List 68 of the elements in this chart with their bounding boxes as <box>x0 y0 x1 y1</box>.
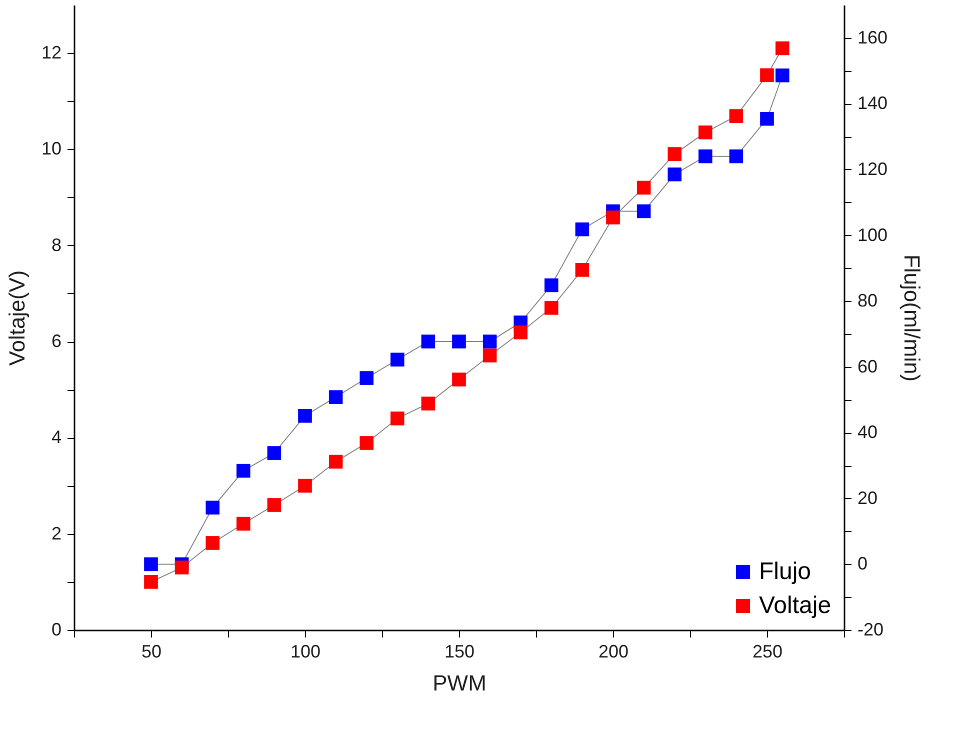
point <box>575 222 590 236</box>
point <box>668 147 682 161</box>
y2-tick-label: 0 <box>858 554 868 574</box>
x-tick-label: 50 <box>141 642 162 662</box>
point <box>206 500 220 515</box>
y-tick-label: 8 <box>51 234 62 255</box>
y2-tick-label: 80 <box>858 290 878 311</box>
point <box>729 109 744 123</box>
point <box>575 263 590 277</box>
point <box>298 408 312 423</box>
y-tick-label: 0 <box>51 620 62 640</box>
x-tick-label: 100 <box>290 642 321 662</box>
y2-tick-label: 100 <box>858 224 888 245</box>
point <box>174 560 189 574</box>
y2-tick-label: 160 <box>858 27 888 48</box>
x-tick-label: 250 <box>752 642 783 662</box>
point <box>482 334 497 348</box>
legend-label: Voltaje <box>759 592 832 619</box>
y-tick-label: 10 <box>41 138 62 159</box>
point <box>514 326 528 340</box>
point <box>776 41 790 56</box>
y2-axis-title: Flujo(ml/min) <box>900 254 925 382</box>
point <box>482 348 497 362</box>
point <box>698 149 712 164</box>
y-tick-label: 4 <box>51 427 62 448</box>
point <box>452 334 466 348</box>
point <box>267 446 282 460</box>
point <box>144 557 158 572</box>
y2-tick-label: 120 <box>858 158 888 179</box>
point <box>544 300 558 315</box>
point <box>421 334 436 348</box>
point <box>421 396 436 410</box>
x-tick-label: 150 <box>444 642 475 662</box>
y2-tick-label: 20 <box>858 488 878 508</box>
y2-tick-label: 40 <box>858 422 878 442</box>
point <box>636 180 651 195</box>
point <box>390 412 404 426</box>
point <box>298 478 312 493</box>
point <box>776 68 790 82</box>
point <box>698 126 712 140</box>
point <box>267 498 282 512</box>
point <box>606 210 620 224</box>
point <box>360 436 374 450</box>
legend-label: Flujo <box>759 558 812 585</box>
y-tick-label: 6 <box>51 331 62 352</box>
y2-tick-label: 60 <box>858 356 878 376</box>
point <box>760 112 774 126</box>
point <box>636 204 651 218</box>
x-tick-label: 200 <box>598 642 629 662</box>
point <box>360 371 374 385</box>
point <box>544 278 558 292</box>
point <box>729 149 744 164</box>
y-tick-label: 12 <box>41 42 62 63</box>
point <box>144 575 158 589</box>
x-axis-title: PWM <box>432 670 486 696</box>
y2-tick-label: -20 <box>858 620 884 640</box>
point <box>328 454 343 469</box>
y-axis-title: Voltaje(V) <box>4 270 30 366</box>
point <box>668 168 682 182</box>
y2-tick-label: 140 <box>858 93 888 114</box>
point <box>328 390 343 404</box>
point <box>206 536 220 550</box>
point <box>452 372 466 386</box>
point <box>760 68 774 82</box>
y-tick-label: 2 <box>51 523 62 544</box>
point <box>236 464 250 478</box>
point <box>390 352 404 366</box>
point <box>236 516 250 531</box>
